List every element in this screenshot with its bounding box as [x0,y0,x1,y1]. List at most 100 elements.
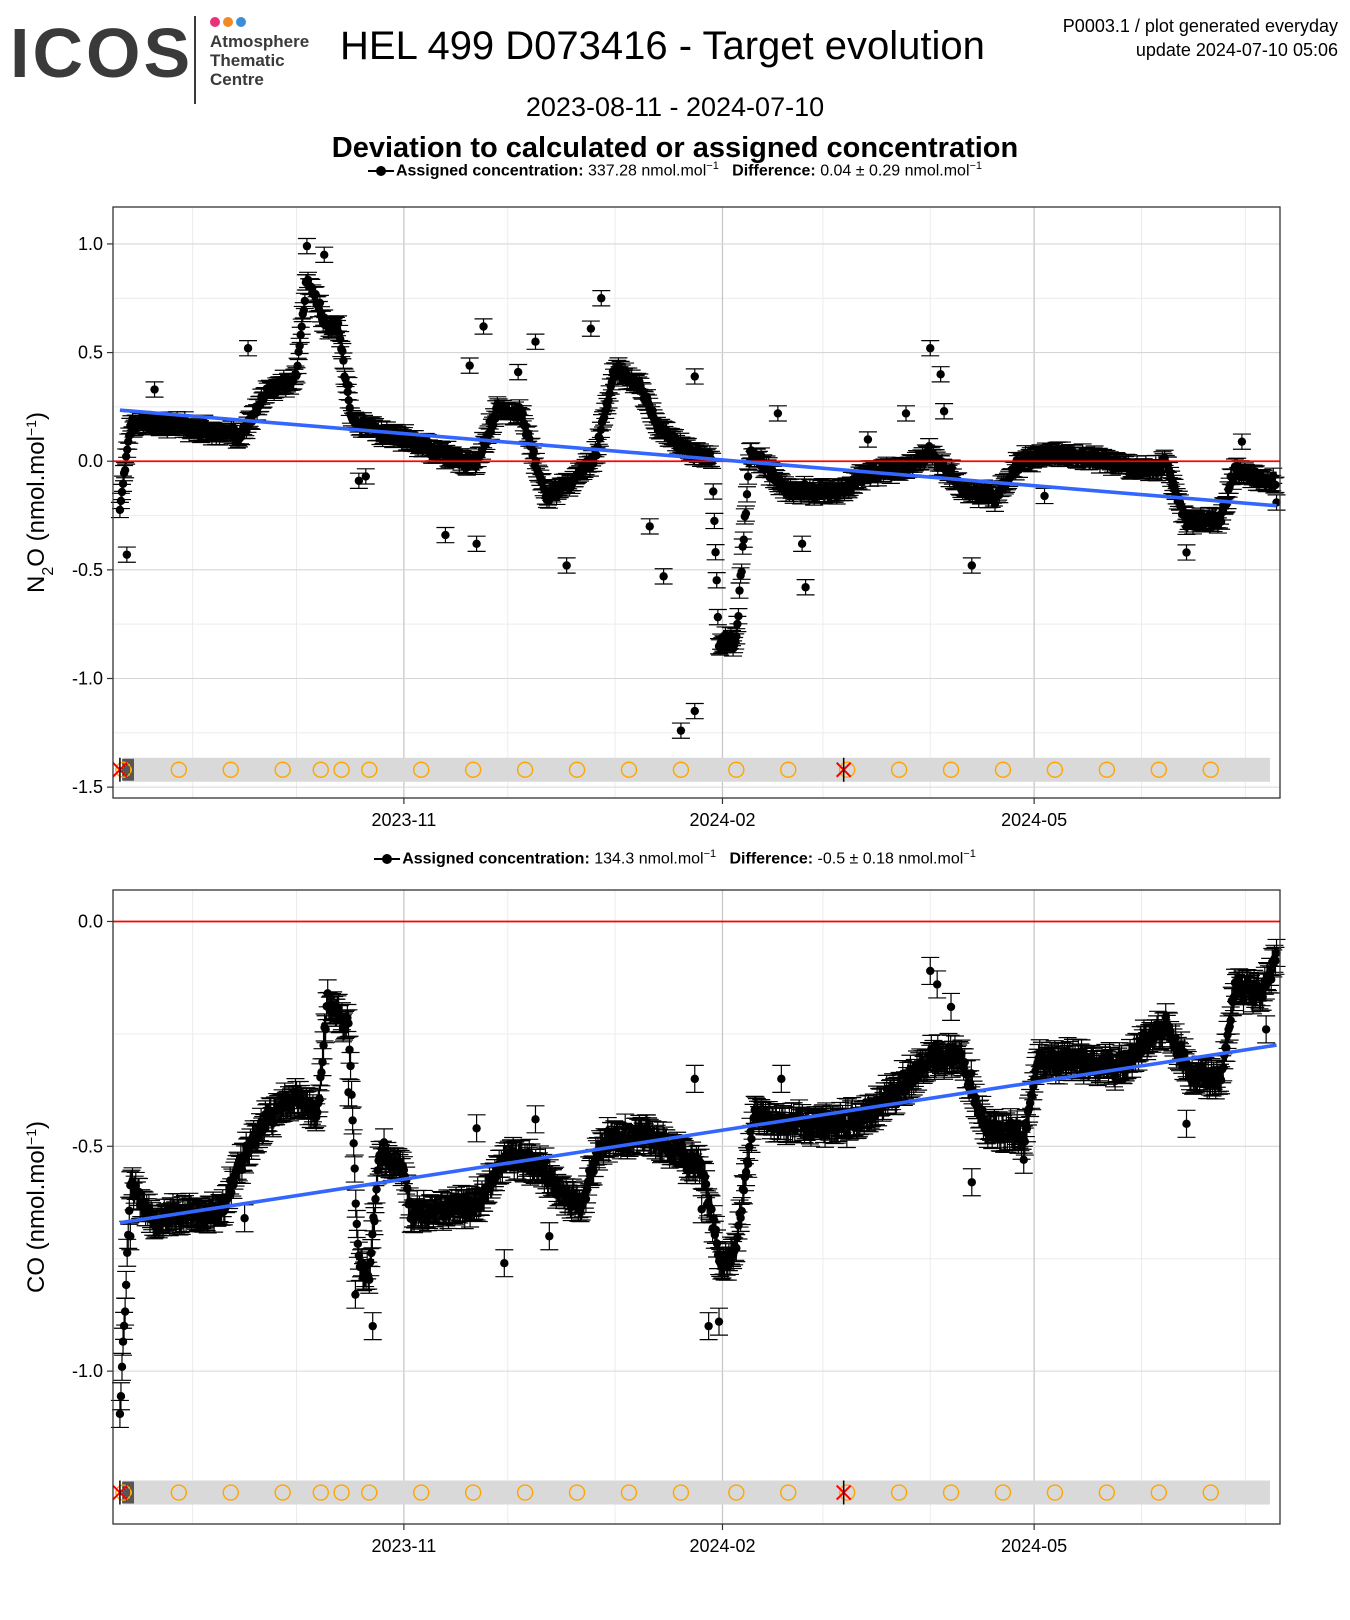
legend-assigned-label: Assigned concentration: [395,162,584,180]
point-marker [742,490,752,499]
data-point [708,608,727,626]
status-ok-marker [890,761,908,778]
data-point [737,486,756,503]
data-point [739,468,758,485]
point-marker [712,576,721,585]
point-marker [529,446,538,456]
n2o-legend: Assigned concentration: 337.28 nmol.mol−… [0,160,1350,180]
legend-point-icon [367,165,394,177]
status-ok-marker [516,761,534,778]
point-marker [292,371,301,380]
status-ok-marker [274,761,291,778]
point-marker [947,463,956,472]
point-marker [709,487,718,496]
status-ok-marker [568,761,586,778]
point-marker [336,334,345,344]
data-point [707,572,726,589]
point-marker [299,306,309,315]
point-marker [592,451,601,460]
status-fail-marker [835,757,852,782]
point-marker [296,330,305,340]
point-marker [599,413,609,422]
point-marker [300,296,310,306]
data-point [704,483,723,500]
point-marker [121,452,131,461]
logo-subtitle: Atmosphere Thematic Centre [210,32,309,89]
point-marker [713,612,723,622]
status-ok-marker [312,761,329,778]
point-marker [739,535,748,544]
point-marker [297,322,306,331]
logo-line-2: Thematic [210,51,285,70]
page-title: HEL 499 D073416 - Target evolution [340,24,985,68]
legend-difference-exp: −1 [969,160,983,172]
logo-dots [210,14,249,32]
chart-subtitle: Deviation to calculated or assigned conc… [331,132,1019,164]
logo-dot-blue [236,17,246,27]
point-marker [315,298,325,308]
status-ok-marker [838,761,856,778]
point-marker [743,472,753,481]
logo-dot-pink [210,17,220,27]
generation-line-1: P0003.1 / plot generated everyday [1062,16,1338,36]
status-ok-marker [1150,761,1167,778]
icos-logo-wordmark: ICOS [10,14,194,92]
status-ok-marker [728,761,745,778]
status-ok-marker [412,761,430,778]
data-point [734,531,753,548]
status-ok-marker [994,761,1012,778]
logo-divider [194,16,196,104]
data-point [116,461,135,479]
status-ok-marker [1098,761,1116,778]
point-marker [338,346,347,356]
point-marker [333,319,343,328]
point-marker [990,499,1000,508]
legend-assigned-value: 337.28 nmol.mol [587,162,707,180]
status-ok-marker [1202,761,1219,778]
status-ok-marker [620,761,638,778]
data-point [730,582,749,599]
plot-panel [113,207,1280,798]
data-points [110,237,1286,739]
point-marker [735,586,744,595]
data-point [727,628,746,645]
status-ok-marker [780,761,797,778]
legend-assigned-exp: −1 [706,160,719,172]
point-marker [343,387,352,397]
status-ok-marker [942,761,960,778]
point-marker [117,487,127,497]
data-point [295,292,314,310]
point-marker [293,361,302,371]
point-marker [295,341,304,351]
status-ok-marker [672,761,690,778]
data-point [706,544,725,561]
date-range: 2023-08-11 - 2024-07-10 [525,92,825,122]
point-marker [115,505,125,515]
data-point [288,357,307,375]
point-marker [339,356,348,365]
point-marker [116,496,126,506]
generation-info: P0003.1 / plot generated everyday update… [1063,14,1338,62]
status-ok-marker [170,761,187,778]
point-marker [604,396,613,405]
legend-difference-label: Difference: [732,162,816,180]
point-marker [741,509,751,518]
status-band [123,757,1270,782]
point-marker [732,632,741,641]
point-marker [595,434,605,443]
point-marker [120,465,130,475]
status-ok-marker [222,761,239,778]
point-marker [711,548,720,557]
data-point [732,563,751,580]
point-marker [518,409,527,418]
data-point [113,483,132,501]
status-ok-marker [1046,761,1064,778]
status-ok-marker [361,761,378,778]
status-ok-marker [464,761,482,778]
generation-line-2: update 2024-07-10 05:06 [1135,40,1338,60]
point-marker [734,612,743,621]
point-marker [710,516,719,526]
data-point [729,608,748,625]
status-ok-marker [115,761,132,778]
